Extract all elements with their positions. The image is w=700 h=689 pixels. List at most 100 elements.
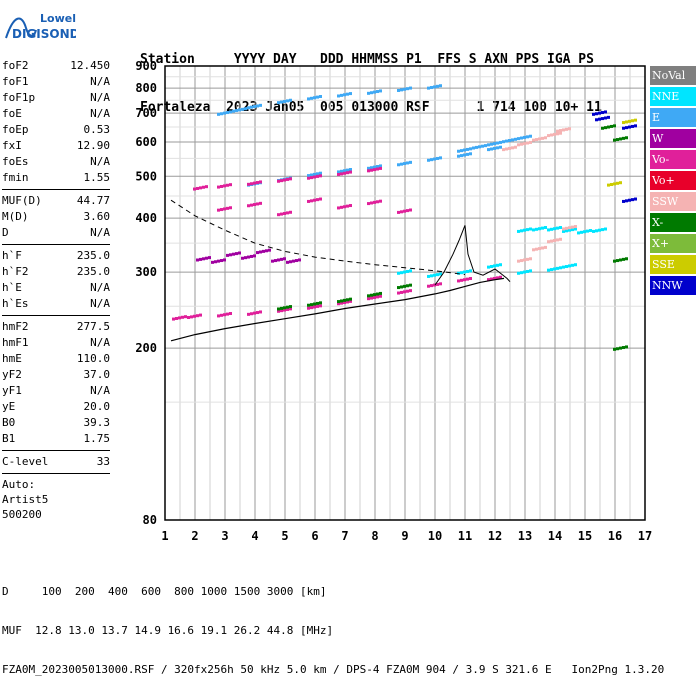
param-name: MUF(D) [2, 194, 42, 207]
echo-point [433, 157, 436, 161]
param-value: 235.0 [76, 265, 110, 278]
echo-point [289, 98, 292, 102]
echo-point [196, 314, 199, 318]
echo-point [202, 185, 205, 189]
echo-point [634, 124, 637, 128]
x-tick-label: 13 [518, 529, 532, 543]
echo-point [535, 138, 538, 142]
echo-point [277, 307, 280, 311]
echo-point [463, 148, 466, 152]
echo-point [559, 129, 562, 133]
echo-point [439, 282, 442, 286]
echo-point [346, 92, 349, 96]
echo-point [598, 117, 601, 121]
echo-point [436, 156, 439, 160]
echo-point [490, 147, 493, 151]
y-tick-label: 80 [143, 513, 157, 527]
echo-point [601, 126, 604, 130]
param-name: h`E [2, 281, 22, 294]
echo-point [523, 258, 526, 262]
echo-point [493, 146, 496, 150]
param-name: fmin [2, 171, 29, 184]
echo-point [349, 168, 352, 172]
param-value: 277.5 [76, 320, 110, 333]
echo-point [226, 206, 229, 210]
echo-point [400, 271, 403, 275]
trace-line [434, 225, 511, 286]
echo-point [379, 89, 382, 93]
echo-point [376, 292, 379, 296]
echo-point [187, 315, 190, 319]
param-group-confidence: C-level 33 [2, 454, 110, 470]
echo-point [340, 172, 343, 176]
echo-point [490, 142, 493, 146]
echo-point [622, 136, 625, 140]
echo-point [631, 198, 634, 202]
echo-point [619, 346, 622, 350]
echo-point [367, 166, 370, 170]
echo-point [430, 86, 433, 90]
echo-point [499, 275, 502, 279]
echo-point [520, 229, 523, 233]
x-tick-label: 16 [608, 529, 622, 543]
echo-point [409, 269, 412, 273]
echo-point [373, 165, 376, 169]
echo-point [340, 169, 343, 173]
chart-axes: 1 2 3 4 5 6 7 8 9 10 11 12 13 14 15 16 17802003004005006… [135, 59, 652, 543]
echo-point [289, 307, 292, 311]
echo-point [220, 208, 223, 212]
param-row: foEp 0.53 [2, 122, 110, 138]
echo-point [247, 106, 250, 110]
param-value: 0.53 [83, 123, 111, 136]
polarization-legend: NoVal NNE E W Vo- Vo+ SSW X- X+ SSE NNW [650, 66, 696, 297]
echo-point [220, 313, 223, 317]
echo-point [547, 268, 550, 272]
param-row: foF1 N/A [2, 74, 110, 90]
param-row: foE N/A [2, 106, 110, 122]
echo-point [343, 205, 346, 209]
echo-point [403, 290, 406, 294]
echo-point [337, 302, 340, 306]
echo-point [349, 170, 352, 174]
echo-point [433, 85, 436, 89]
header-row-values: Fortaleza 2023 Jan05 005 013000 RSF 1 71… [140, 100, 602, 115]
echo-point [616, 138, 619, 142]
echo-point [295, 259, 298, 263]
param-row: foF2 12.450 [2, 58, 110, 74]
echo-point [343, 169, 346, 173]
echo-point [532, 138, 535, 142]
echo-point [517, 271, 520, 275]
param-row: foEs N/A [2, 154, 110, 170]
y-tick-label: 200 [135, 341, 157, 355]
param-group-profile: hmF2 277.5 hmF1 N/A hmE 110.0 yF2 37.0 yF1 N/A yE 2… [2, 319, 110, 447]
echo-point [586, 229, 589, 233]
echo-point [250, 203, 253, 207]
echo-point [409, 86, 412, 90]
echo-point [346, 171, 349, 175]
echo-point [244, 256, 247, 260]
param-name: h`Es [2, 297, 29, 310]
y-tick-label: 800 [135, 81, 157, 95]
echo-point [316, 95, 319, 99]
echo-point [406, 161, 409, 165]
echo-point [562, 227, 565, 231]
echo-point [217, 112, 220, 116]
echo-point [286, 260, 289, 264]
echo-point [574, 227, 577, 231]
echo-point [619, 137, 622, 141]
echo-point [625, 126, 628, 130]
echo-point [247, 182, 250, 186]
echo-point [289, 260, 292, 264]
echo-point [343, 298, 346, 302]
echo-point [463, 270, 466, 274]
echo-point [514, 145, 517, 149]
echo-point [259, 180, 262, 184]
param-name: hmF1 [2, 336, 29, 349]
echo-point [481, 144, 484, 148]
echo-point [526, 269, 529, 273]
lowell-digisonde-logo: Lowell DIGISONDE [5, 12, 76, 41]
echo-point [610, 124, 613, 128]
echo-point [469, 147, 472, 151]
echo-point [622, 121, 625, 125]
echo-point [337, 94, 340, 98]
